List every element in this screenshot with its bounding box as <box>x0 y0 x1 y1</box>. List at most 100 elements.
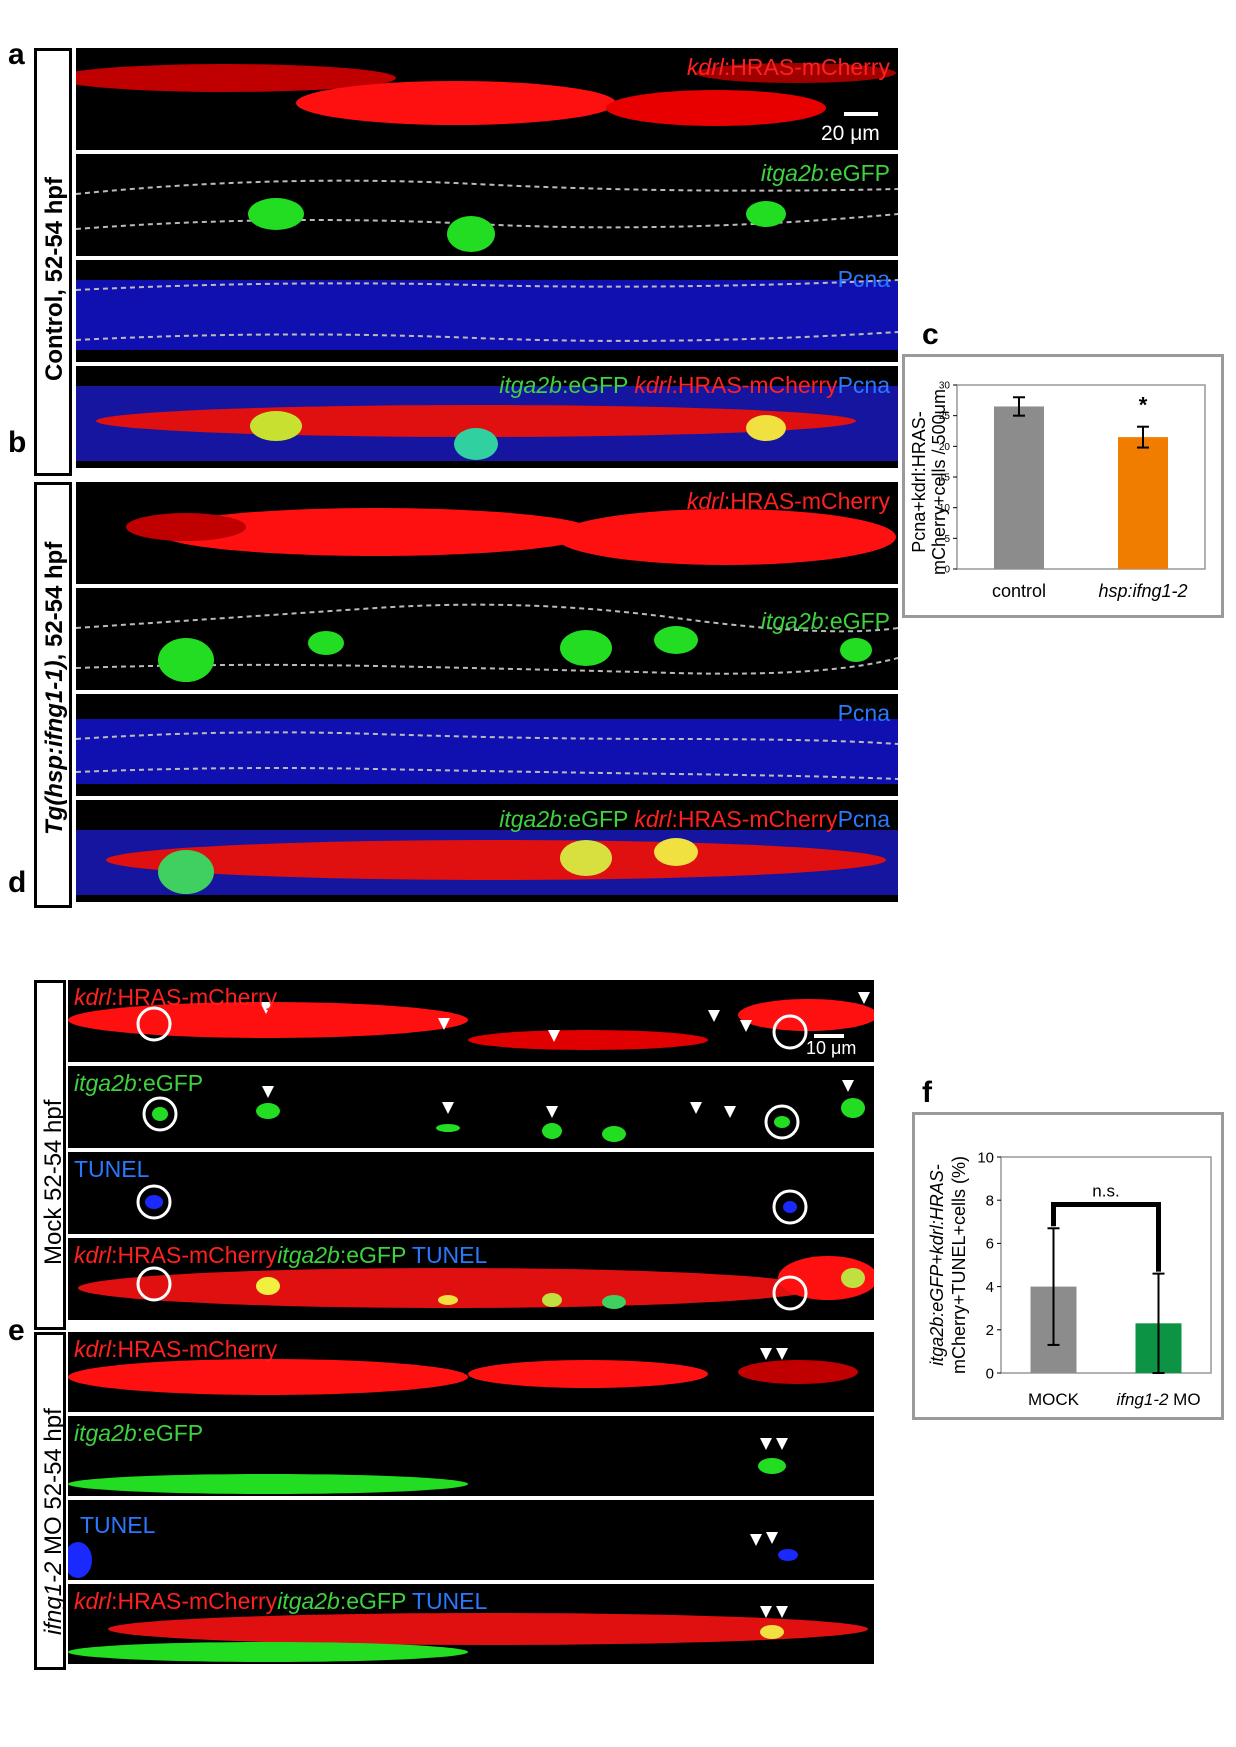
label-e-mcherry: kdrl:HRAS-mCherry <box>74 1336 278 1362</box>
scale-label-bottom: 10 μm <box>806 1038 857 1058</box>
chart-f-significance: n.s. <box>1092 1182 1119 1201</box>
chart-f-ylabel-line2: mCherry+TUNEL+cells (%) <box>949 1156 969 1374</box>
chart-c-ytick-label-5: 25 <box>939 411 951 422</box>
panel-letter-c: c <box>922 318 939 351</box>
side-label-d: Mock 52-54 hpf <box>40 1099 67 1265</box>
micrograph-e-mcherry <box>68 1348 858 1395</box>
micrograph-d-egfp <box>142 1080 865 1142</box>
panel-letter-e: e <box>8 1314 25 1347</box>
strip-a-merge: itga2b:eGFP kdrl:HRAS-mCherryPcna <box>76 366 898 468</box>
chart-c-ytick-label-0: 0 <box>944 565 950 576</box>
chart-c-ytick-label-3: 15 <box>939 473 951 484</box>
strip-a-egfp: itga2b:eGFP <box>76 154 898 256</box>
chart-f-ytick-label-4: 8 <box>986 1192 994 1209</box>
micrograph-a-egfp <box>76 179 898 252</box>
label-b-mcherry: kdrl:HRAS-mCherry <box>686 488 890 514</box>
panel-letter-d: d <box>8 866 27 899</box>
strip-e-merge: kdrl:HRAS-mCherryitga2b:eGFP TUNEL <box>68 1584 874 1664</box>
chart-c-ylabel-line2: mCherry+cells / 500μm <box>929 389 949 575</box>
micrograph-d-mcherry <box>68 992 874 1050</box>
label-e-tunel: TUNEL <box>80 1512 156 1538</box>
scale-bar-top <box>844 112 878 116</box>
label-a-mcherry: kdrl:HRAS-mCherry <box>686 54 890 80</box>
strip-d-tunel: TUNEL <box>68 1152 874 1234</box>
micrograph-a-merge <box>76 386 898 461</box>
label-d-egfp: itga2b:eGFP <box>74 1070 204 1096</box>
panel-letter-b: b <box>8 426 27 459</box>
chart-c-ytick-label-6: 30 <box>939 381 951 392</box>
scale-label-top: 20 μm <box>821 122 880 145</box>
label-b-pcna: Pcna <box>837 700 890 726</box>
chart-f-plot-frame <box>1000 1156 1212 1374</box>
chart-f-category-label-1: ifng1-2 MO <box>1116 1390 1200 1409</box>
label-b-egfp: itga2b:eGFP <box>760 608 890 634</box>
micrograph-a-pcna <box>76 279 898 350</box>
chart-c-bar-0 <box>994 406 1044 569</box>
micrograph-b-merge <box>76 830 898 895</box>
chart-c-ytick-label-2: 10 <box>939 503 951 514</box>
panel-letter-f: f <box>922 1076 932 1109</box>
side-label-b-rest: , 52-54 hpf <box>41 541 68 661</box>
micrograph-b-egfp <box>76 603 898 682</box>
chart-f-ytick-label-3: 6 <box>986 1236 994 1253</box>
micrograph-a-mcherry <box>76 63 896 126</box>
label-d-tunel: TUNEL <box>74 1156 150 1182</box>
chart-c-category-label-1: hsp:ifng1-2 <box>1098 581 1187 601</box>
chart-f: 0 2 4 6 8 10 MOCK ifng1-2 MO n.s. itga2b:eGFP+kdr… <box>927 1149 1212 1409</box>
side-box-e: ifng1-2 MO 52-54 hpf <box>34 1332 67 1670</box>
strip-a-mcherry: kdrl:HRAS-mCherry 20 μm <box>76 48 898 150</box>
chart-f-ylabel-line1-text: itga2b:eGFP+kdrl:HRAS- <box>927 1164 947 1366</box>
micrograph-e-merge <box>68 1606 868 1662</box>
chart-c-box: 0 5 10 15 20 25 30 control hsp:ifng1-2 * Pcna+kdrl… <box>902 354 1224 618</box>
chart-f-category-label-1-rest: MO <box>1168 1390 1200 1409</box>
chart-f-ytick-label-1: 2 <box>986 1322 994 1339</box>
micrograph-d-merge <box>78 1256 874 1311</box>
side-box-d: Mock 52-54 hpf <box>34 980 67 1330</box>
strip-e-egfp: itga2b:eGFP <box>68 1416 874 1496</box>
micrograph-e-egfp <box>68 1438 788 1494</box>
label-a-pcna: Pcna <box>837 266 890 292</box>
label-a-merge: itga2b:eGFP kdrl:HRAS-mCherryPcna <box>499 372 890 398</box>
strip-d-merge: kdrl:HRAS-mCherryitga2b:eGFP TUNEL <box>68 1238 874 1320</box>
side-box-a: Control, 52-54 hpf <box>34 48 72 476</box>
scale-bar-bottom <box>814 1034 844 1038</box>
chart-c-significance: * <box>1139 393 1148 418</box>
label-d-mcherry: kdrl:HRAS-mCherry <box>74 984 278 1010</box>
side-label-b: Tg(hsp:ifng1-1), 52-54 hpf <box>41 542 69 835</box>
micrograph-d-tunel <box>136 1184 808 1225</box>
strip-b-merge: itga2b:eGFP kdrl:HRAS-mCherryPcna <box>76 800 898 902</box>
chart-c-ylabel-line1: Pcna+kdrl:HRAS- <box>909 411 929 553</box>
chart-f-ytick-label-2: 4 <box>986 1279 994 1296</box>
side-label-a: Control, 52-54 hpf <box>41 176 68 381</box>
panel-letter-a: a <box>8 38 25 71</box>
strip-b-egfp: itga2b:eGFP <box>76 588 898 690</box>
micrograph-b-pcna <box>76 719 898 784</box>
strip-b-mcherry: kdrl:HRAS-mCherry <box>76 482 898 584</box>
micrograph-b-mcherry <box>126 508 896 565</box>
strip-e-tunel: TUNEL <box>68 1500 874 1580</box>
chart-c-category-label-0: control <box>992 581 1046 601</box>
chart-f-ylabel-line1: itga2b:eGFP+kdrl:HRAS- <box>927 1164 947 1366</box>
chart-c: 0 5 10 15 20 25 30 control hsp:ifng1-2 * Pcna+kdrl… <box>909 381 1206 601</box>
chart-f-category-label-1-italic: ifng1-2 <box>1116 1390 1169 1409</box>
strip-d-egfp: itga2b:eGFP <box>68 1066 874 1148</box>
label-d-merge: kdrl:HRAS-mCherryitga2b:eGFP TUNEL <box>74 1242 488 1268</box>
chart-f-box: 0 2 4 6 8 10 MOCK ifng1-2 MO n.s. itga2b:eGFP+kdr… <box>912 1112 1224 1420</box>
strip-e-mcherry: kdrl:HRAS-mCherry <box>68 1332 874 1412</box>
strip-a-pcna: Pcna <box>76 260 898 362</box>
chart-c-bar-1 <box>1118 437 1168 569</box>
side-label-e-rest: MO 52-54 hpf <box>40 1408 67 1562</box>
strip-d-mcherry: kdrl:HRAS-mCherry 10 μm <box>68 980 874 1062</box>
chart-c-ytick-label-4: 20 <box>939 442 951 453</box>
side-label-b-italic: Tg(hsp:ifng1-1) <box>41 660 68 835</box>
micrograph-e-tunel <box>68 1532 798 1578</box>
side-label-e-italic: ifng1-2 <box>40 1561 67 1635</box>
chart-c-ytick-label-1: 5 <box>944 534 950 545</box>
label-e-merge: kdrl:HRAS-mCherryitga2b:eGFP TUNEL <box>74 1588 488 1614</box>
chart-f-category-label-0: MOCK <box>1028 1390 1080 1409</box>
chart-f-ytick-label-5: 10 <box>977 1149 994 1166</box>
chart-f-ytick-label-0: 0 <box>986 1365 994 1382</box>
label-a-egfp: itga2b:eGFP <box>760 160 890 186</box>
label-b-merge: itga2b:eGFP kdrl:HRAS-mCherryPcna <box>499 806 890 832</box>
label-e-egfp: itga2b:eGFP <box>74 1420 204 1446</box>
